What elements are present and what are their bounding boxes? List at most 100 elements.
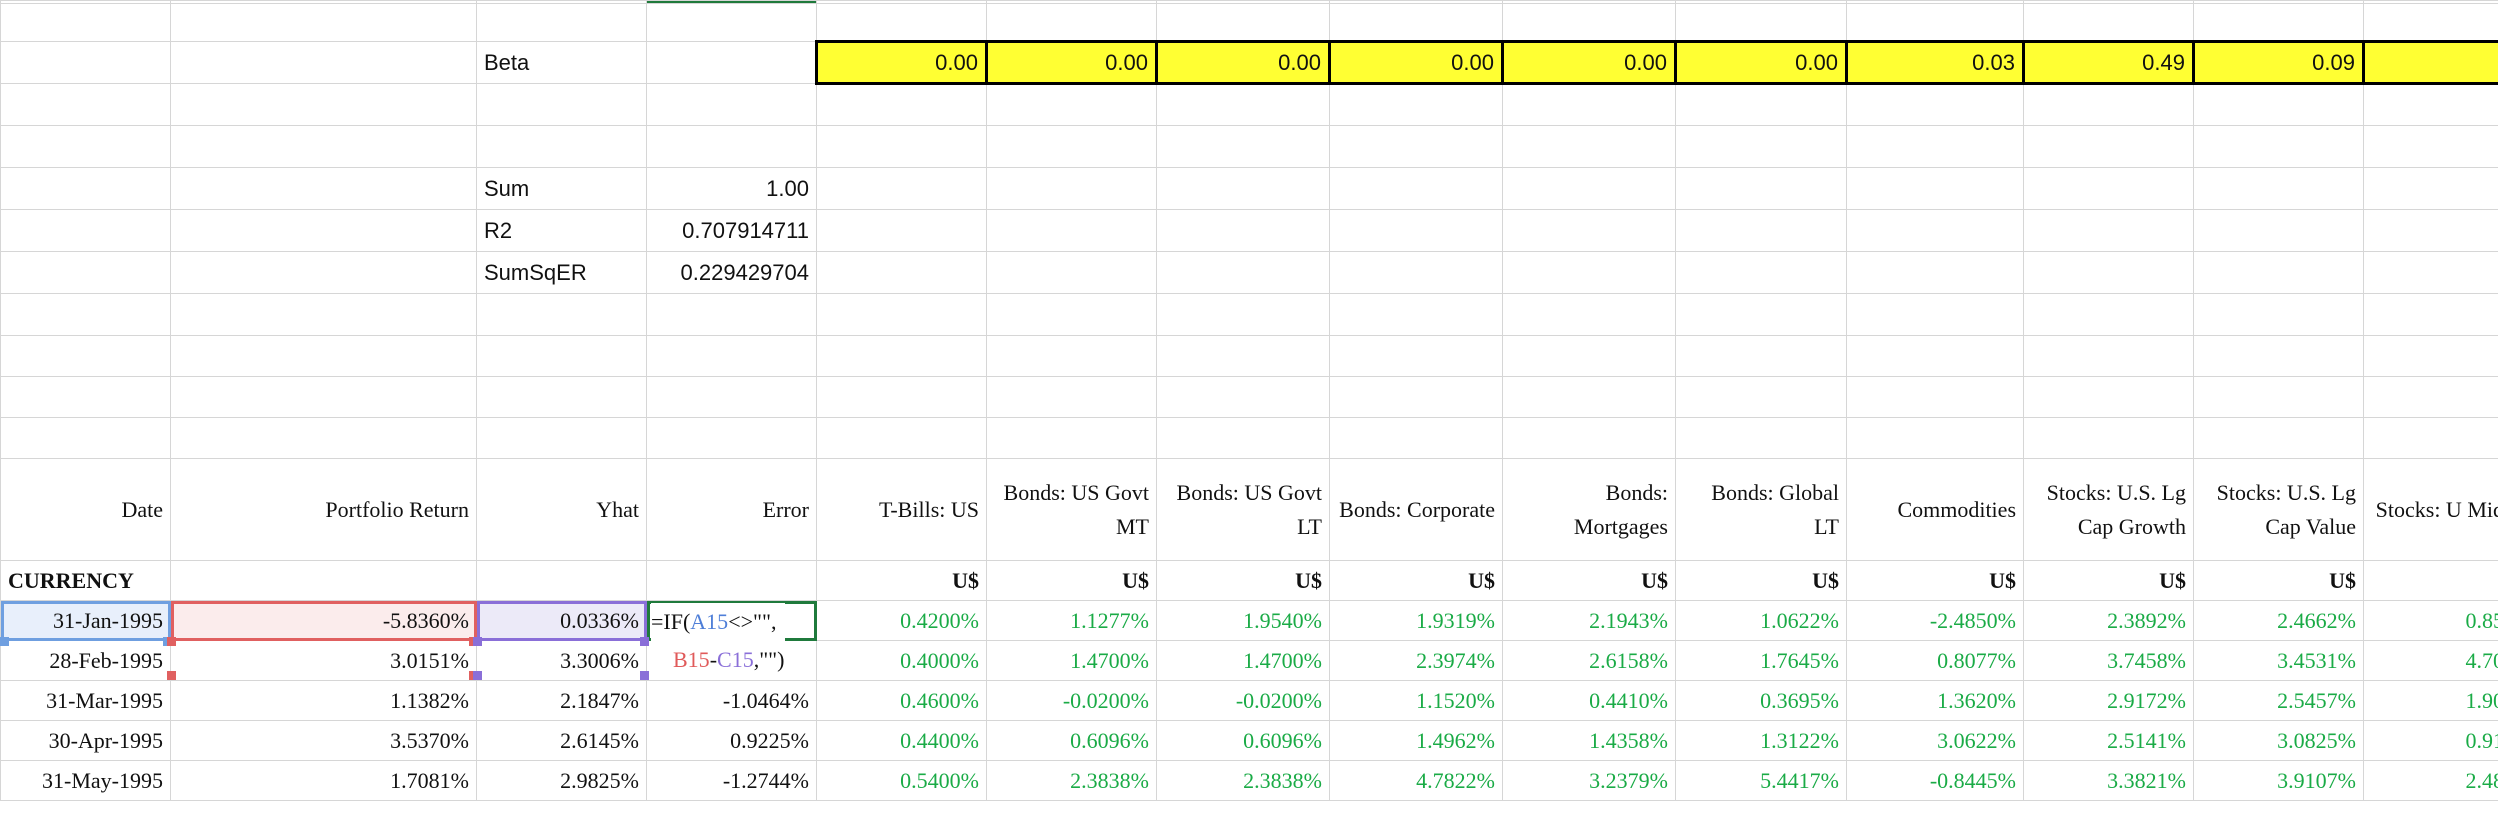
portfolio-return-cell[interactable]: 1.1382%	[170, 680, 477, 721]
yhat-cell[interactable]: 3.3006%	[476, 640, 647, 681]
header-yhat[interactable]: Yhat	[476, 458, 647, 561]
asset-return-cell[interactable]: 1.0622%	[1675, 600, 1847, 641]
portfolio-return-cell[interactable]: -5.8360%	[170, 600, 477, 641]
asset-return-cell[interactable]: 0.8587	[2363, 600, 2498, 641]
beta-cell[interactable]: 0.00	[815, 40, 988, 85]
asset-return-cell[interactable]: 0.4600%	[816, 680, 987, 721]
header-asset[interactable]: T-Bills: US	[816, 458, 987, 561]
asset-return-cell[interactable]: 3.0825%	[2193, 720, 2364, 761]
currency-label[interactable]: CURRENCY	[0, 560, 171, 601]
error-cell[interactable]: -1.0464%	[646, 680, 817, 721]
yhat-cell[interactable]: 2.1847%	[476, 680, 647, 721]
asset-return-cell[interactable]: -0.8445%	[1846, 760, 2024, 801]
asset-return-cell[interactable]: 0.8077%	[1846, 640, 2024, 681]
date-cell[interactable]: 28-Feb-1995	[0, 640, 171, 681]
beta-cell[interactable]: 0.00	[1501, 40, 1677, 85]
asset-return-cell[interactable]: 1.3620%	[1846, 680, 2024, 721]
portfolio-return-cell[interactable]: 1.7081%	[170, 760, 477, 801]
beta-cell[interactable]: 0.00	[985, 40, 1158, 85]
asset-return-cell[interactable]: 0.4200%	[816, 600, 987, 641]
selection-handle-b[interactable]	[167, 671, 176, 680]
asset-return-cell[interactable]: 4.7822%	[1329, 760, 1503, 801]
asset-return-cell[interactable]: 3.4531%	[2193, 640, 2364, 681]
asset-return-cell[interactable]: 0.6096%	[1156, 720, 1330, 761]
beta-cell[interactable]: 0.49	[2022, 40, 2195, 85]
sumsqer-value[interactable]: 0.229429704	[646, 251, 817, 294]
header-asset[interactable]: Bonds: US Govt LT	[1156, 458, 1330, 561]
asset-return-cell[interactable]: 0.5400%	[816, 760, 987, 801]
beta-cell[interactable]: 0.00	[1674, 40, 1848, 85]
date-cell[interactable]: 31-Jan-1995	[0, 600, 171, 641]
asset-return-cell[interactable]: 0.4400%	[816, 720, 987, 761]
asset-return-cell[interactable]: -0.0200%	[1156, 680, 1330, 721]
currency-cell[interactable]: U$	[1329, 560, 1503, 601]
asset-return-cell[interactable]: 1.4358%	[1502, 720, 1676, 761]
header-asset[interactable]: Bonds: US Govt MT	[986, 458, 1157, 561]
header-asset[interactable]: Commodities	[1846, 458, 2024, 561]
date-cell[interactable]: 30-Apr-1995	[0, 720, 171, 761]
currency-cell[interactable]: U$	[986, 560, 1157, 601]
formula-editor[interactable]: =IF(A15<>"", B15-C15,"")	[651, 603, 785, 679]
asset-return-cell[interactable]: 1.4962%	[1329, 720, 1503, 761]
header-asset[interactable]: Stocks: U Mid-C	[2363, 458, 2498, 561]
asset-return-cell[interactable]: 1.7645%	[1675, 640, 1847, 681]
sum-value[interactable]: 1.00	[646, 167, 817, 210]
beta-cell[interactable]: 0.09	[2192, 40, 2365, 85]
currency-cell[interactable]: U$	[2023, 560, 2194, 601]
asset-return-cell[interactable]: 2.4662%	[2193, 600, 2364, 641]
asset-return-cell[interactable]: 4.7018	[2363, 640, 2498, 681]
portfolio-return-cell[interactable]: 3.5370%	[170, 720, 477, 761]
error-cell[interactable]: -1.2744%	[646, 760, 817, 801]
asset-return-cell[interactable]: 1.9319%	[1329, 600, 1503, 641]
asset-return-cell[interactable]: 0.4410%	[1502, 680, 1676, 721]
selection-handle-c[interactable]	[473, 637, 482, 646]
asset-return-cell[interactable]: 1.1520%	[1329, 680, 1503, 721]
asset-return-cell[interactable]: 1.3122%	[1675, 720, 1847, 761]
asset-return-cell[interactable]: 1.1277%	[986, 600, 1157, 641]
date-cell[interactable]: 31-May-1995	[0, 760, 171, 801]
asset-return-cell[interactable]: 3.9107%	[2193, 760, 2364, 801]
asset-return-cell[interactable]: 2.5457%	[2193, 680, 2364, 721]
selection-handle-b[interactable]	[167, 637, 176, 646]
currency-cell[interactable]: U$	[2193, 560, 2364, 601]
asset-return-cell[interactable]: 2.6158%	[1502, 640, 1676, 681]
date-cell[interactable]: 31-Mar-1995	[0, 680, 171, 721]
asset-return-cell[interactable]: 1.9051	[2363, 680, 2498, 721]
asset-return-cell[interactable]: 1.4700%	[986, 640, 1157, 681]
active-formula-cell[interactable]: =IF(A15<>"", B15-C15,"")	[646, 600, 817, 679]
currency-cell[interactable]: U$	[1502, 560, 1676, 601]
selection-handle-a[interactable]	[0, 637, 9, 646]
asset-return-cell[interactable]: 0.4000%	[816, 640, 987, 681]
header-asset[interactable]: Bonds: Global LT	[1675, 458, 1847, 561]
yhat-cell[interactable]: 0.0336%	[476, 600, 647, 641]
asset-return-cell[interactable]: 3.0622%	[1846, 720, 2024, 761]
asset-return-cell[interactable]: -0.0200%	[986, 680, 1157, 721]
yhat-cell[interactable]: 2.9825%	[476, 760, 647, 801]
header-asset[interactable]: Bonds: Mortgages	[1502, 458, 1676, 561]
header-error[interactable]: Error	[646, 458, 817, 561]
asset-return-cell[interactable]: 5.4417%	[1675, 760, 1847, 801]
header-asset[interactable]: Stocks: U.S. Lg Cap Value	[2193, 458, 2364, 561]
currency-cell[interactable]: U$	[1846, 560, 2024, 601]
asset-return-cell[interactable]: 2.3892%	[2023, 600, 2194, 641]
currency-cell[interactable]: U$	[1156, 560, 1330, 601]
asset-return-cell[interactable]: 2.3838%	[1156, 760, 1330, 801]
asset-return-cell[interactable]: -2.4850%	[1846, 600, 2024, 641]
asset-return-cell[interactable]: 3.2379%	[1502, 760, 1676, 801]
r2-label[interactable]: R2	[476, 209, 647, 252]
sum-label[interactable]: Sum	[476, 167, 647, 210]
asset-return-cell[interactable]: 0.9187	[2363, 720, 2498, 761]
selection-handle-c[interactable]	[640, 671, 649, 680]
header-asset[interactable]: Bonds: Corporate	[1329, 458, 1503, 561]
header-asset[interactable]: Stocks: U.S. Lg Cap Growth	[2023, 458, 2194, 561]
asset-return-cell[interactable]: 2.4805	[2363, 760, 2498, 801]
asset-return-cell[interactable]: 2.5141%	[2023, 720, 2194, 761]
beta-cell[interactable]: 0.00	[1328, 40, 1504, 85]
asset-return-cell[interactable]: 2.3838%	[986, 760, 1157, 801]
asset-return-cell[interactable]: 2.9172%	[2023, 680, 2194, 721]
asset-return-cell[interactable]: 3.7458%	[2023, 640, 2194, 681]
asset-return-cell[interactable]: 2.3974%	[1329, 640, 1503, 681]
beta-cell[interactable]: 0.	[2362, 40, 2498, 85]
error-cell[interactable]: 0.9225%	[646, 720, 817, 761]
selection-handle-c[interactable]	[640, 637, 649, 646]
